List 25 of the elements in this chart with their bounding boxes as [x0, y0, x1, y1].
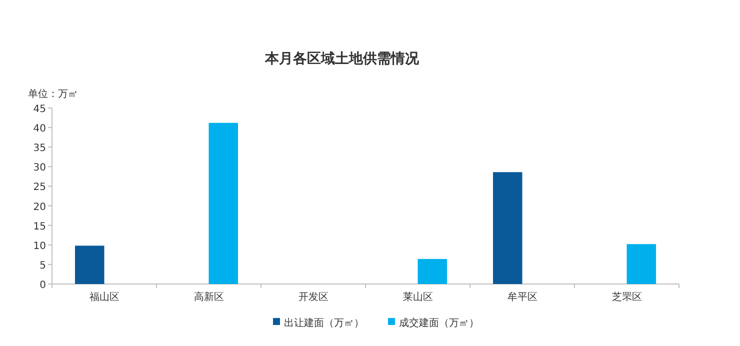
- bar: [626, 244, 656, 284]
- y-axis-title: 单位：万㎡: [28, 88, 78, 100]
- x-tick-label: 牟平区: [507, 291, 538, 303]
- bar: [492, 172, 522, 284]
- chart-title: 本月各区域土地供需情况: [264, 51, 420, 67]
- y-tick-label: 30: [33, 162, 46, 174]
- bar: [418, 258, 448, 284]
- bar: [208, 122, 238, 284]
- y-tick-label: 45: [33, 104, 46, 115]
- y-tick-label: 5: [40, 260, 46, 272]
- y-tick-label: 25: [33, 182, 46, 194]
- x-tick-label: 芝罘区: [612, 291, 642, 303]
- y-tick-label: 20: [33, 202, 46, 213]
- legend-label: 出让建面（万㎡）: [284, 317, 364, 329]
- legend-label: 成交建面（万㎡）: [399, 317, 479, 329]
- x-tick-label: 高新区: [194, 291, 224, 303]
- y-tick-label: 15: [33, 221, 46, 232]
- x-tick-label: 福山区: [89, 291, 120, 303]
- y-tick-label: 10: [33, 240, 46, 252]
- y-tick-label: 40: [33, 124, 46, 135]
- x-tick-label: 开发区: [298, 292, 328, 303]
- x-tick-label: 莱山区: [402, 291, 433, 303]
- y-tick-label: 0: [40, 280, 46, 291]
- y-tick-label: 35: [33, 143, 46, 154]
- bar: [74, 246, 104, 284]
